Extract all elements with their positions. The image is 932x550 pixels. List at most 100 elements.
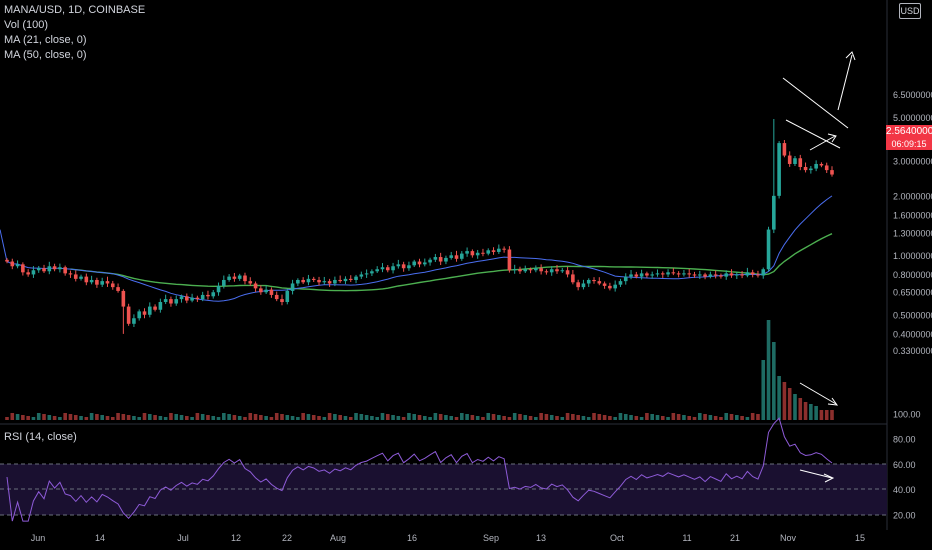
time-axis-label: Nov [780,533,797,543]
volume-bar [5,417,9,420]
candle-body [216,285,221,293]
volume-bar [687,416,692,420]
volume-bar [475,416,480,420]
volume-bar [819,410,824,420]
volume-bar [655,415,660,420]
candle-body [105,281,110,284]
candle-body [132,318,136,324]
candle-body [470,251,475,256]
volume-arrow-head [827,397,839,406]
rsi-pane[interactable] [0,417,887,522]
candle-body [68,273,73,275]
time-axis-label: 13 [536,533,546,543]
candle-body [163,299,168,303]
volume-bar [280,414,284,420]
volume-bar [354,413,358,420]
candle-body [79,276,83,279]
candle-body [354,276,358,280]
volume-bar [623,414,628,420]
volume-bar [824,410,829,420]
volume-bar [581,416,586,420]
candle-body [782,143,787,156]
candle-body [549,269,554,273]
volume-bar [63,413,67,420]
bar-countdown: 06:09:15 [891,139,927,149]
rsi-line [6,417,833,522]
volume-bar [10,413,15,420]
ma21-legend[interactable]: MA (21, close, 0) [4,34,87,46]
volume-bar [787,388,792,420]
candle-body [26,272,30,275]
price-axis-label: 0.80000000 [893,270,932,280]
candle-body [740,274,744,276]
candle-body [824,165,829,171]
candle-body [84,276,89,283]
candle-body [174,299,179,304]
candle-body [110,283,115,288]
volume-bar [697,413,702,420]
volume-bar [735,415,739,420]
candle-body [454,255,459,259]
candle-body [798,158,803,167]
symbol-title[interactable]: MANA/USD, 1D, COINBASE [4,4,146,16]
currency-badge[interactable]: USD [899,3,921,19]
candle-body [211,292,216,297]
volume-bar [565,413,570,420]
candle-body [259,288,263,293]
volume-bar [73,415,78,420]
candle-body [565,270,570,275]
volume-bar [153,415,157,420]
volume-bar [645,413,649,420]
volume-bar [497,415,501,420]
volume-bar [158,416,163,420]
ma50-legend[interactable]: MA (50, close, 0) [4,49,87,61]
price-axis-label: 1.60000000 [893,210,932,220]
price-axis-label: 1.30000000 [893,228,932,238]
candle-body [200,294,205,300]
rsi-axis[interactable]: 100.00 80.00 60.00 40.00 20.00 [893,410,921,521]
price-pane[interactable] [0,0,888,530]
candle-body [766,229,771,270]
candle-body [391,266,395,271]
candle-body [253,283,258,289]
candle-body [274,294,279,300]
rsi-axis-label: 60.00 [893,460,916,470]
candle-body [169,299,173,304]
rsi-title[interactable]: RSI (14, close) [4,431,77,443]
volume-bar [433,413,438,420]
candle-body [301,279,305,283]
volume-bar [259,415,263,420]
volume-bar [512,413,517,420]
volume-bar [333,414,337,420]
volume-bar [809,404,813,420]
volume-bar [592,413,596,420]
candles-group [5,118,834,334]
volume-bar [343,416,348,420]
candle-body [343,278,348,282]
candle-body [401,264,406,269]
time-axis-label: 14 [95,533,105,543]
time-axis-label: Aug [330,533,346,543]
candle-body [52,266,57,270]
volume-bar [602,415,607,420]
candle-body [428,259,432,263]
candle-body [623,276,628,282]
volume-bar [597,414,602,420]
volume-bar [116,413,120,420]
rsi-axis-label: 40.00 [893,485,916,495]
volume-legend[interactable]: Vol (100) [4,19,49,31]
candle-body [285,290,290,303]
volume-bar [42,414,46,420]
candle-body [63,267,67,274]
inner-arrow-head [827,133,837,143]
volume-bar [782,382,787,420]
volume-bar [243,417,247,420]
volume-bar [613,417,617,420]
time-axis[interactable]: Jun 14 Jul 12 22 Aug 16 Sep 13 Oct 11 21 Nov 15 [31,533,865,543]
volume-bar [660,416,665,420]
candle-body [290,283,295,291]
time-axis-label: Sep [483,533,499,543]
candle-body [327,281,332,284]
